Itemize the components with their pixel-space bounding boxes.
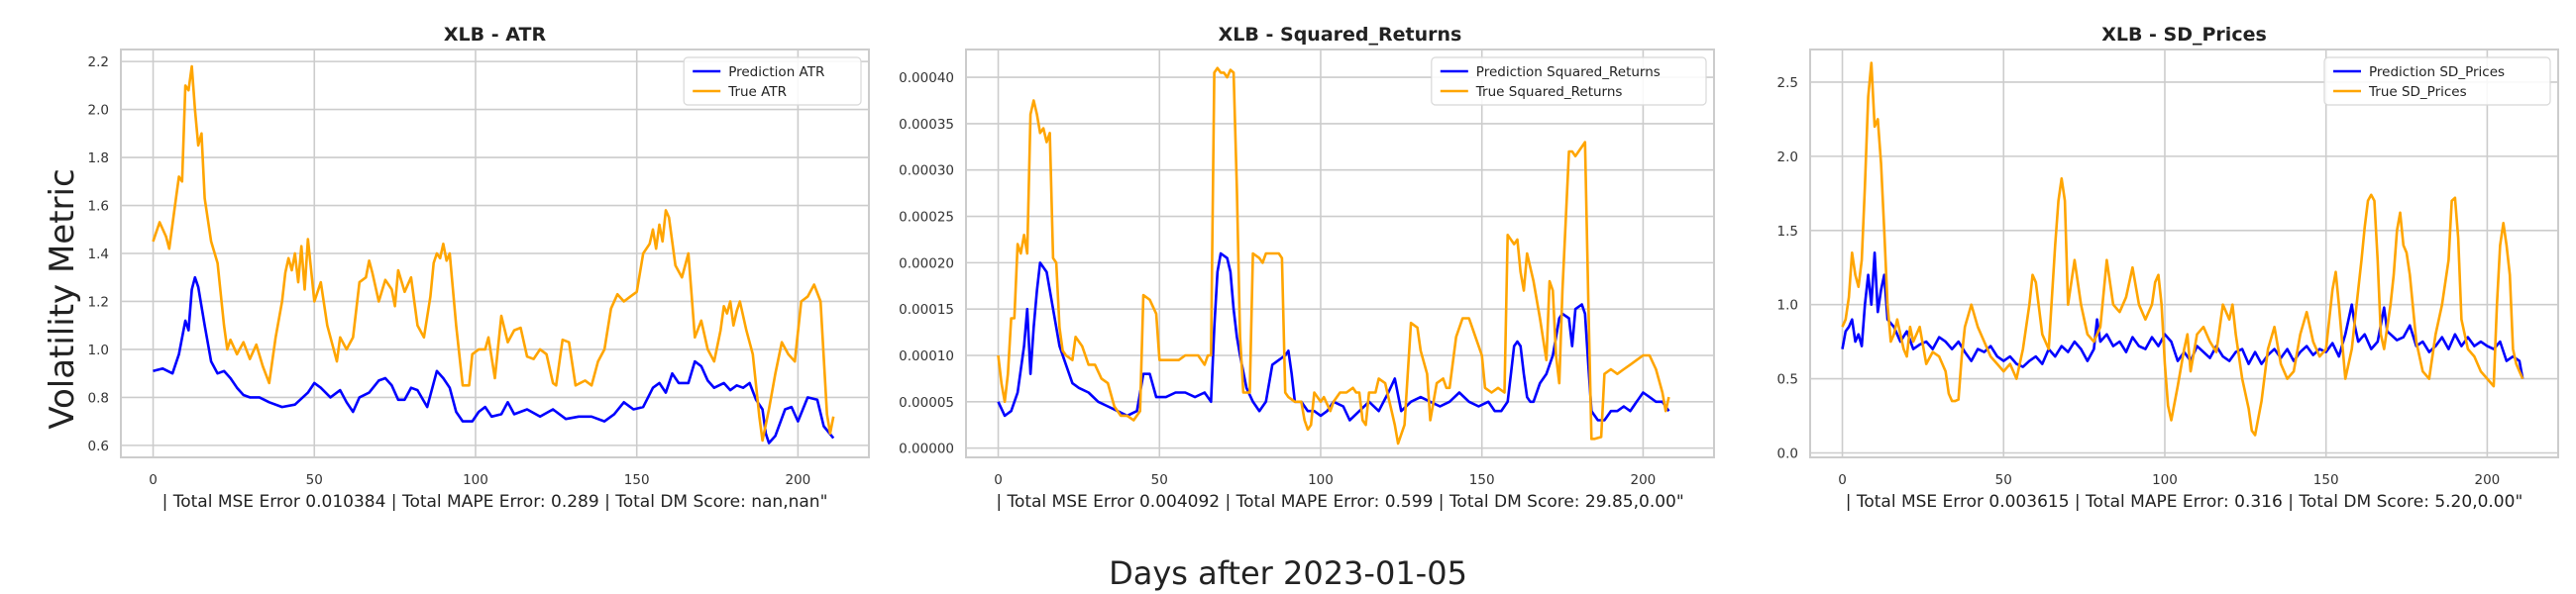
atr-metrics-label: | Total MSE Error 0.010384 | Total MAPE … [162, 492, 828, 512]
atr-legend-label: Prediction ATR [728, 64, 824, 80]
squared-returns-x-tick-label: 100 [1308, 472, 1334, 488]
sd-prices-plot-area [1810, 50, 2558, 457]
sd-prices-title: XLB - SD_Prices [2101, 24, 2267, 46]
atr-frame [120, 49, 870, 458]
atr-x-tick-label: 50 [306, 472, 323, 488]
squared-returns-y-tick-label: 0.00010 [899, 348, 954, 364]
sd-prices-legend: Prediction SD_Prices True SD_Prices [2323, 56, 2551, 106]
atr-y-tick-label: 2.2 [88, 54, 109, 70]
squared-returns-y-tick-label: 0.00030 [899, 163, 954, 179]
sd-prices-legend-label: Prediction SD_Prices [2369, 64, 2505, 80]
sd-prices-legend-box [2323, 56, 2551, 106]
sd-prices-x-tick-label: 100 [2152, 472, 2178, 488]
squared-returns-legend-label: True Squared_Returns [1475, 84, 1623, 100]
squared-returns-metrics-label: | Total MSE Error 0.004092 | Total MAPE … [996, 492, 1683, 512]
chart-sd-prices: 0 50 100 150 200 0.0 0.5 1.0 1.5 2.0 2.5 XLB - SD_P… [1777, 24, 2559, 512]
atr-y-tick-label: 1.2 [88, 294, 109, 310]
atr-true-line [152, 64, 835, 443]
squared-returns-prediction-line [997, 251, 1670, 422]
sd-prices-y-tick-label: 1.5 [1777, 224, 1798, 240]
squared-returns-true-line [997, 66, 1670, 446]
squared-returns-plot-area [966, 50, 1714, 457]
squared-returns-y-tick-label: 0.00005 [899, 395, 954, 411]
squared-returns-y-tick-label: 0.00025 [899, 210, 954, 226]
sd-prices-y-tick-label: 2.5 [1777, 75, 1798, 91]
squared-returns-x-tick-label: 50 [1151, 472, 1168, 488]
figure-xlabel: Days after 2023-01-05 [1109, 554, 1467, 592]
sd-prices-y-tick-label: 0.5 [1777, 372, 1798, 388]
atr-x-tick-label: 200 [786, 472, 811, 488]
atr-y-tick-label: 0.6 [88, 439, 109, 454]
sd-prices-x-tick-label: 200 [2475, 472, 2501, 488]
squared-returns-y-tick-label: 0.00000 [899, 442, 954, 457]
squared-returns-x-tick-label: 200 [1631, 472, 1657, 488]
atr-y-tick-label: 1.0 [88, 343, 109, 358]
squared-returns-legend-box [1431, 56, 1707, 106]
atr-legend: Prediction ATR True ATR [683, 56, 862, 106]
sd-prices-x-tick-label: 50 [1995, 472, 2012, 488]
atr-title: XLB - ATR [444, 24, 547, 46]
chart-atr: 0 50 100 150 200 0.6 0.8 1.0 1.2 1.4 1.6 1.8 2.0 2.2 X… [88, 24, 870, 512]
squared-returns-y-tick-label: 0.00040 [899, 70, 954, 86]
sd-prices-y-tick-label: 2.0 [1777, 149, 1798, 165]
sd-prices-y-tick-label: 0.0 [1777, 446, 1798, 462]
squared-returns-frame [965, 49, 1715, 458]
atr-y-tick-label: 1.6 [88, 199, 109, 215]
atr-legend-box [683, 56, 862, 106]
atr-legend-label: True ATR [727, 84, 787, 100]
sd-prices-x-tick-label: 150 [2313, 472, 2339, 488]
chart-squared-returns: 0 50 100 150 200 0.00000 0.00005 0.00010 0.00015… [899, 24, 1715, 512]
sd-prices-true-line [1841, 61, 2524, 437]
sd-prices-y-tick-label: 1.0 [1777, 298, 1798, 314]
figure-ylabel: Volatility Metric [43, 168, 82, 429]
atr-y-tick-label: 1.8 [88, 150, 109, 166]
atr-prediction-line [153, 275, 835, 445]
sd-prices-x-tick-label: 0 [1838, 472, 1847, 488]
atr-y-tick-label: 1.4 [88, 247, 109, 262]
atr-x-tick-label: 100 [463, 472, 488, 488]
squared-returns-x-tick-label: 150 [1469, 472, 1495, 488]
squared-returns-legend: Prediction Squared_Returns True Squared_R… [1431, 56, 1707, 106]
squared-returns-y-tick-label: 0.00015 [899, 302, 954, 318]
squared-returns-x-tick-label: 0 [994, 472, 1003, 488]
squared-returns-y-tick-label: 0.00020 [899, 255, 954, 271]
sd-prices-frame [1809, 49, 2559, 458]
atr-x-tick-label: 150 [624, 472, 650, 488]
atr-x-tick-label: 0 [149, 472, 158, 488]
atr-y-tick-label: 0.8 [88, 390, 109, 406]
sd-prices-legend-label: True SD_Prices [2368, 84, 2467, 100]
squared-returns-title: XLB - Squared_Returns [1219, 24, 1462, 46]
squared-returns-legend-label: Prediction Squared_Returns [1476, 64, 1661, 80]
sd-prices-metrics-label: | Total MSE Error 0.003615 | Total MAPE … [1846, 492, 2523, 512]
squared-returns-y-tick-label: 0.00035 [899, 117, 954, 133]
atr-y-tick-label: 2.0 [88, 103, 109, 119]
